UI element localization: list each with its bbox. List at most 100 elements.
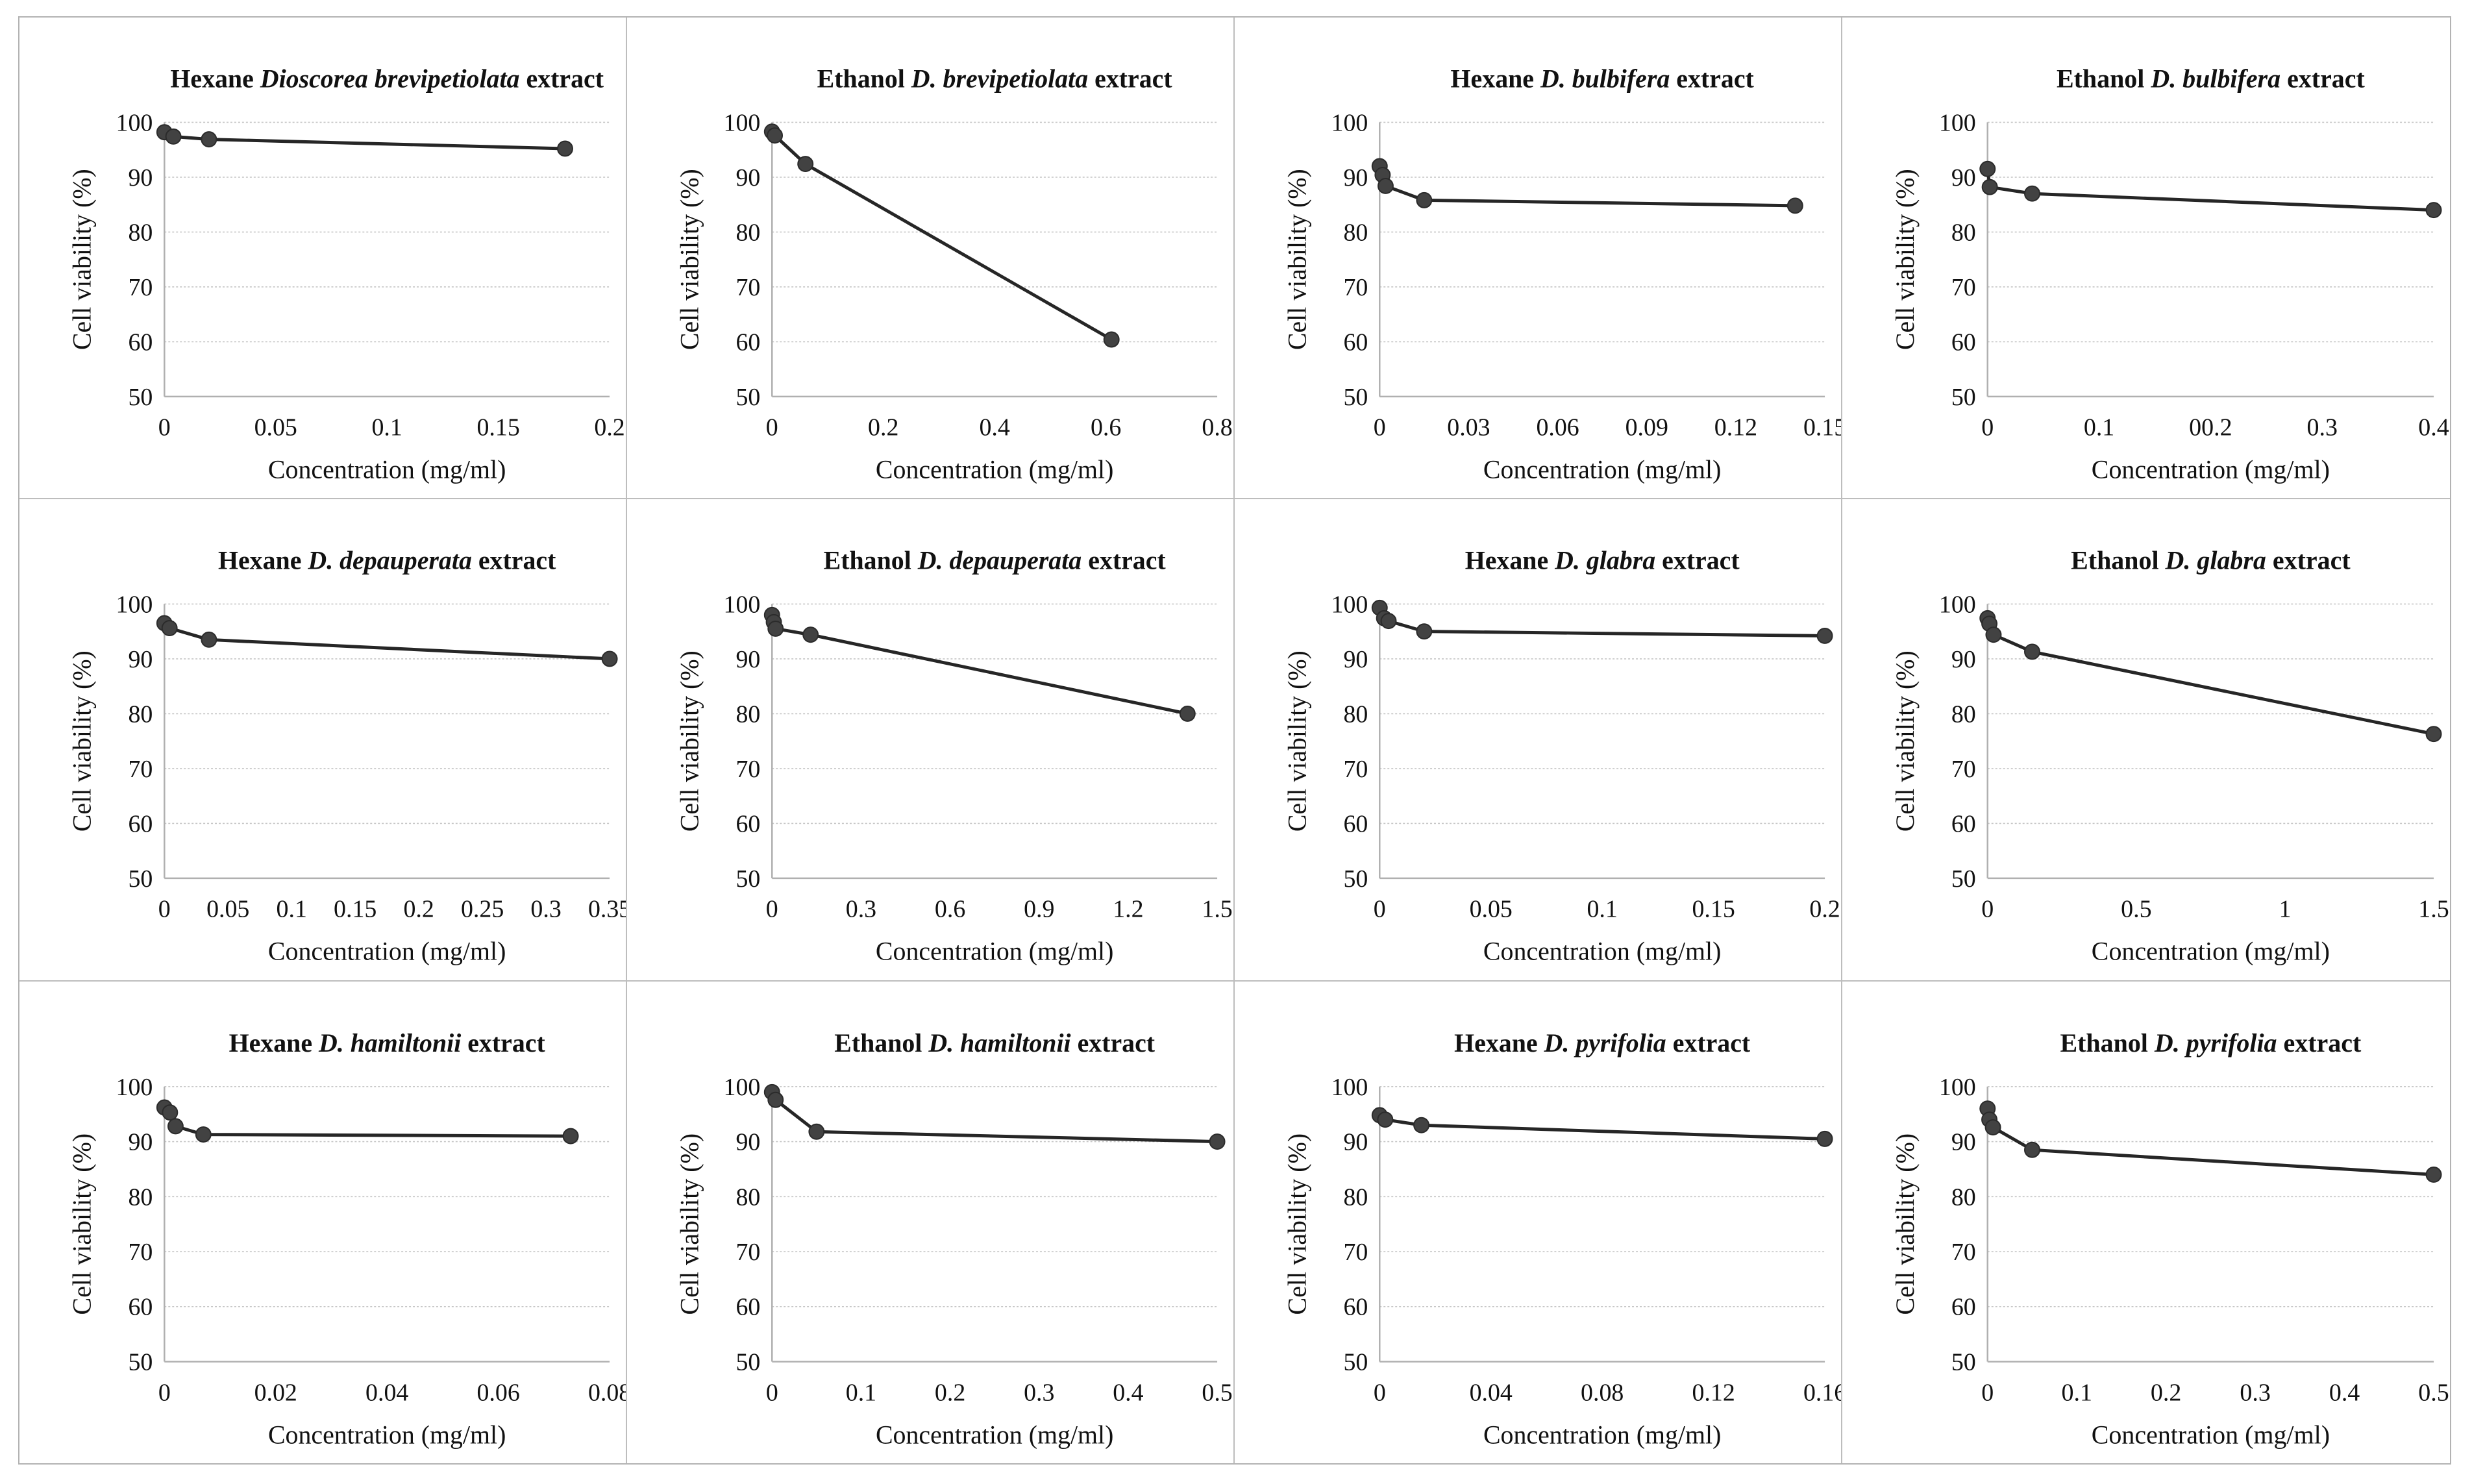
chart-canvas: 50 60 70 80 90 100 0 0.05 0.1 0.15 0.2 Hexane Diosc… [68, 64, 625, 484]
y-axis-title: Cell viability (%) [1890, 651, 1920, 832]
y-tick-label: 70 [128, 274, 153, 301]
y-tick-label: 60 [735, 1293, 760, 1320]
x-tick-label: 1.5 [2418, 896, 2449, 923]
chart-title: Hexane D. bulbifera extract [1451, 64, 1755, 93]
y-tick-label: 70 [1951, 1239, 1976, 1266]
x-tick-label: 0.8 [1202, 414, 1232, 441]
data-point [2425, 202, 2442, 219]
y-tick-label: 90 [1343, 164, 1368, 192]
y-tick-label: 50 [735, 865, 760, 893]
chart-canvas: 50 60 70 80 90 100 0 0.05 0.1 0.15 0.2 0.25 0.3 0.35 H… [68, 546, 626, 966]
data-point [767, 127, 784, 144]
x-axis-title: Concentration (mg/ml) [876, 454, 1113, 484]
x-tick-label: 0.1 [2084, 414, 2114, 441]
chart-title: Ethanol D. glabra extract [2071, 546, 2351, 575]
x-axis-title: Concentration (mg/ml) [876, 1420, 1113, 1449]
y-tick-label: 70 [1951, 274, 1976, 301]
x-tick-label: 0.4 [2418, 414, 2449, 441]
x-axis-title: Concentration (mg/ml) [2092, 1420, 2330, 1449]
y-tick-label: 90 [128, 646, 153, 673]
chart-cell-11: 50 60 70 80 90 100 0 0.1 0.2 0.3 0.4 0.5 Ethanol D. … [1842, 981, 2450, 1463]
x-tick-label: 0 [158, 414, 171, 441]
y-tick-label: 70 [1343, 756, 1368, 783]
x-tick-label: 0.5 [2418, 1379, 2449, 1406]
y-tick-label: 50 [1343, 384, 1368, 411]
y-tick-label: 60 [1951, 328, 1976, 356]
data-point [767, 1091, 784, 1108]
y-tick-label: 70 [1343, 1239, 1368, 1266]
y-tick-label: 60 [1343, 1293, 1368, 1320]
y-tick-label: 90 [1343, 646, 1368, 673]
chart-cell-2: 50 60 70 80 90 100 0 0.03 0.06 0.09 0.12 0.15 Hexane… [1235, 18, 1842, 500]
x-tick-label: 0.04 [1470, 1379, 1513, 1406]
data-point [162, 1104, 179, 1120]
y-axis-title: Cell viability (%) [1283, 169, 1312, 350]
data-point [797, 156, 814, 173]
x-tick-label: 0 [1374, 1379, 1386, 1406]
chart-cell-5: 50 60 70 80 90 100 0 0.3 0.6 0.9 1.2 1.5 Ethanol D. … [627, 499, 1235, 982]
data-point [201, 131, 217, 148]
series-line [162, 130, 567, 151]
y-tick-label: 90 [735, 164, 760, 192]
y-tick-label: 80 [1951, 1183, 1976, 1211]
y-tick-label: 80 [1951, 701, 1976, 728]
x-axis-title: Concentration (mg/ml) [1483, 937, 1721, 966]
chart-cell-1: 50 60 70 80 90 100 0 0.2 0.4 0.6 0.8 Ethanol D. bre… [627, 18, 1235, 500]
data-point [2425, 726, 2442, 743]
y-tick-label: 60 [1951, 1293, 1976, 1320]
x-tick-label: 0.4 [1113, 1379, 1143, 1406]
y-tick-label: 50 [1951, 384, 1976, 411]
chart-cell-3: 50 60 70 80 90 100 0 0.1 00.2 0.3 0.4 Ethanol D. bu… [1842, 18, 2450, 500]
data-point [1985, 626, 2002, 643]
data-point [557, 140, 573, 157]
x-tick-label: 0 [1374, 896, 1386, 923]
x-tick-label: 0.35 [588, 896, 626, 923]
x-tick-label: 00.2 [2189, 414, 2232, 441]
y-tick-label: 60 [128, 811, 153, 838]
x-tick-label: 0.4 [980, 414, 1010, 441]
x-tick-label: 0.1 [372, 414, 402, 441]
y-axis-title: Cell viability (%) [1890, 169, 1920, 350]
x-axis-title: Concentration (mg/ml) [268, 1420, 506, 1449]
x-tick-label: 0.08 [588, 1379, 626, 1406]
y-tick-label: 90 [128, 1128, 153, 1156]
y-tick-label: 90 [735, 646, 760, 673]
x-tick-label: 0.1 [1587, 896, 1618, 923]
x-tick-label: 0.5 [2121, 896, 2151, 923]
y-tick-label: 60 [1951, 811, 1976, 838]
x-axis-title: Concentration (mg/ml) [876, 937, 1113, 966]
x-tick-label: 0 [766, 1379, 778, 1406]
chart-title: Hexane D. depauperata extract [218, 546, 556, 575]
y-tick-label: 70 [1343, 274, 1368, 301]
data-point [161, 620, 178, 637]
y-tick-label: 80 [128, 219, 153, 246]
y-tick-label: 50 [1343, 1348, 1368, 1376]
chart-cell-0: 50 60 70 80 90 100 0 0.05 0.1 0.15 0.2 Hexane Diosc… [19, 18, 627, 500]
chart-canvas: 50 60 70 80 90 100 0 0.3 0.6 0.9 1.2 1.5 Ethanol D. … [675, 546, 1233, 966]
data-point [2425, 1166, 2442, 1183]
chart-grid: 50 60 70 80 90 100 0 0.05 0.1 0.15 0.2 Hexane Diosc… [19, 18, 2450, 1463]
y-tick-label: 90 [1951, 1128, 1976, 1156]
x-tick-label: 0 [766, 414, 778, 441]
y-tick-label: 100 [1939, 1073, 1976, 1100]
x-tick-label: 1.2 [1113, 896, 1143, 923]
y-tick-label: 50 [128, 1348, 153, 1376]
chart-canvas: 50 60 70 80 90 100 0 0.1 0.2 0.3 0.4 0.5 Ethanol D. … [1890, 1028, 2449, 1449]
y-axis-title: Cell viability (%) [1283, 1133, 1312, 1315]
data-point [802, 626, 819, 643]
x-tick-label: 0.02 [254, 1379, 297, 1406]
chart-canvas: 50 60 70 80 90 100 0 0.03 0.06 0.09 0.12 0.15 Hexane… [1283, 64, 1841, 484]
x-tick-label: 0.06 [1536, 414, 1579, 441]
x-tick-label: 0.1 [277, 896, 307, 923]
y-tick-label: 50 [1343, 865, 1368, 893]
x-axis-title: Concentration (mg/ml) [268, 937, 506, 966]
y-tick-label: 100 [1331, 1073, 1368, 1100]
x-tick-label: 0.9 [1024, 896, 1054, 923]
x-tick-label: 0.2 [1809, 896, 1840, 923]
data-point [2024, 185, 2040, 202]
y-tick-label: 80 [128, 701, 153, 728]
chart-cell-7: 50 60 70 80 90 100 0 0.5 1 1.5 Ethanol D. glabra e… [1842, 499, 2450, 982]
chart-canvas: 50 60 70 80 90 100 0 0.2 0.4 0.6 0.8 Ethanol D. bre… [675, 64, 1233, 484]
x-tick-label: 0.6 [935, 896, 965, 923]
y-tick-label: 50 [735, 1348, 760, 1376]
